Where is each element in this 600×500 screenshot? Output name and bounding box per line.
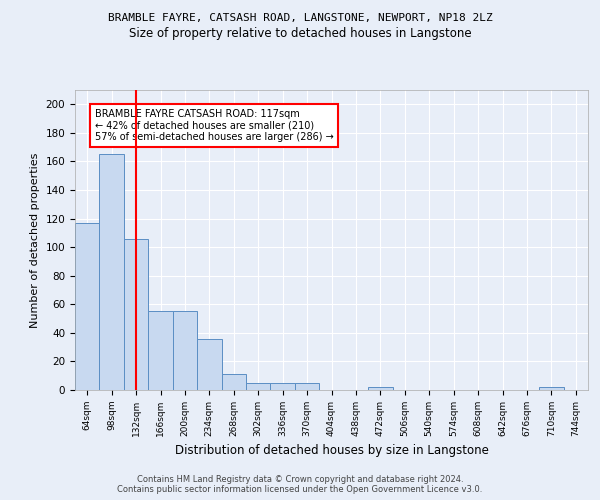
- Bar: [368, 387, 392, 390]
- Bar: [271, 383, 295, 390]
- Text: BRAMBLE FAYRE, CATSASH ROAD, LANGSTONE, NEWPORT, NP18 2LZ: BRAMBLE FAYRE, CATSASH ROAD, LANGSTONE, …: [107, 12, 493, 22]
- Bar: [75, 223, 100, 390]
- Bar: [539, 387, 563, 390]
- X-axis label: Distribution of detached houses by size in Langstone: Distribution of detached houses by size …: [175, 444, 488, 458]
- Bar: [124, 238, 148, 390]
- Bar: [100, 154, 124, 390]
- Bar: [173, 312, 197, 390]
- Y-axis label: Number of detached properties: Number of detached properties: [30, 152, 40, 328]
- Bar: [148, 312, 173, 390]
- Text: BRAMBLE FAYRE CATSASH ROAD: 117sqm
← 42% of detached houses are smaller (210)
57: BRAMBLE FAYRE CATSASH ROAD: 117sqm ← 42%…: [95, 108, 333, 142]
- Text: Contains public sector information licensed under the Open Government Licence v3: Contains public sector information licen…: [118, 485, 482, 494]
- Bar: [246, 383, 271, 390]
- Bar: [221, 374, 246, 390]
- Text: Size of property relative to detached houses in Langstone: Size of property relative to detached ho…: [128, 28, 472, 40]
- Bar: [295, 383, 319, 390]
- Text: Contains HM Land Registry data © Crown copyright and database right 2024.: Contains HM Land Registry data © Crown c…: [137, 475, 463, 484]
- Bar: [197, 338, 221, 390]
